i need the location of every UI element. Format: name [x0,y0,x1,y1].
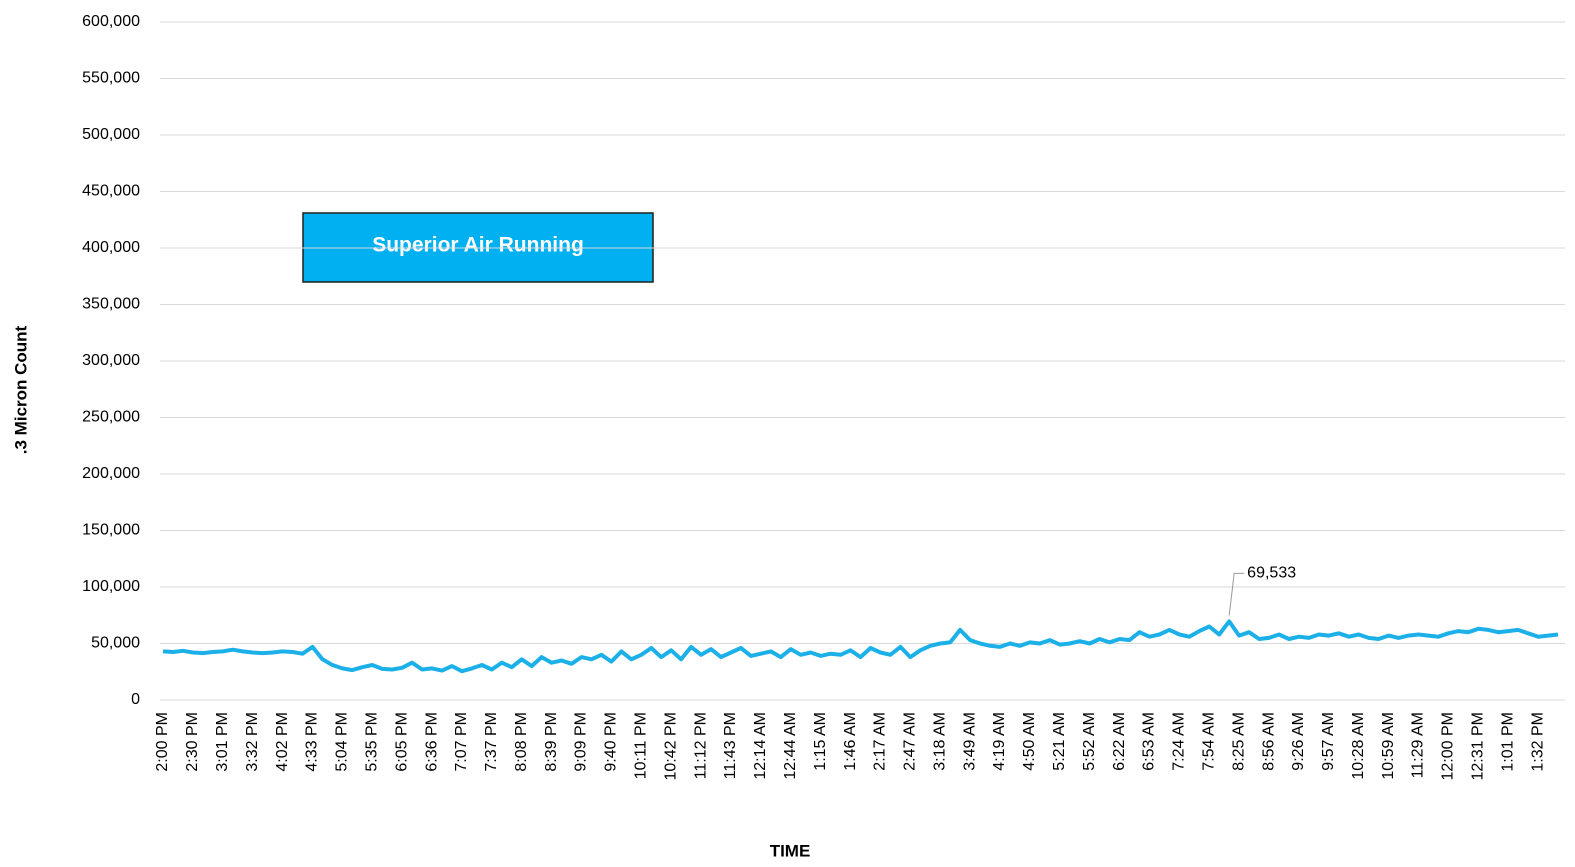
x-tick-label: 8:08 PM [513,712,530,772]
x-tick-label: 11:12 PM [692,712,709,779]
y-tick-label: 200,000 [82,465,140,482]
x-tick-label: 7:54 AM [1200,712,1217,771]
x-tick-label: 3:01 PM [214,712,231,772]
x-tick-label: 4:33 PM [304,712,321,772]
x-tick-label: 5:52 AM [1081,712,1098,771]
x-tick-label: 7:37 PM [483,712,500,772]
x-tick-label: 9:26 AM [1290,712,1307,771]
y-tick-label: 100,000 [82,578,140,595]
x-tick-label: 11:29 AM [1410,712,1427,778]
x-tick-label: 5:04 PM [334,712,351,772]
x-tick-label: 8:39 PM [543,712,560,772]
x-tick-label: 4:19 AM [991,712,1008,771]
x-tick-label: 2:30 PM [184,712,201,772]
y-tick-label: 600,000 [82,13,140,30]
x-tick-label: 12:31 PM [1470,712,1487,780]
x-tick-label: 2:17 AM [872,712,889,771]
label-leader [1228,572,1245,616]
x-tick-label: 7:24 AM [1171,712,1188,771]
y-tick-label: 550,000 [82,70,140,87]
x-tick-label: 11:43 PM [722,712,739,779]
x-tick-label: 3:49 AM [961,712,978,771]
x-tick-label: 8:56 AM [1260,712,1277,771]
x-tick-label: 6:36 PM [423,712,440,772]
x-tick-label: 6:22 AM [1111,712,1128,771]
annotation-text: Superior Air Running [372,234,584,257]
x-tick-label: 9:09 PM [573,712,590,772]
x-tick-label: 5:21 AM [1051,712,1068,771]
x-tick-label: 3:18 AM [931,712,948,771]
x-tick-label: 3:32 PM [244,712,261,772]
y-tick-label: 250,000 [82,409,140,426]
x-tick-label: 10:28 AM [1350,712,1367,780]
y-tick-label: 500,000 [82,126,140,143]
x-tick-label: 1:01 PM [1499,712,1516,772]
y-tick-label: 300,000 [82,352,140,369]
x-tick-label: 6:05 PM [393,712,410,772]
x-tick-label: 9:57 AM [1320,712,1337,771]
x-tick-label: 10:59 AM [1380,712,1397,780]
x-tick-label: 2:47 AM [902,712,919,771]
y-tick-label: 450,000 [82,183,140,200]
x-tick-label: 6:53 AM [1141,712,1158,771]
x-tick-label: 12:00 PM [1440,712,1457,780]
x-tick-label: 12:14 AM [752,712,769,780]
x-tick-label: 12:44 AM [782,712,799,780]
y-tick-label: 400,000 [82,239,140,256]
y-axis-label: .3 Micron Count [11,325,30,454]
y-tick-label: 150,000 [82,522,140,539]
y-tick-label: 50,000 [91,635,140,652]
x-axis-label: TIME [770,841,811,860]
x-tick-label: 4:50 AM [1021,712,1038,771]
x-tick-label: 10:42 PM [662,712,679,780]
x-tick-label: 10:11 PM [633,712,650,779]
y-tick-label: 0 [131,691,140,708]
x-tick-label: 1:46 AM [842,712,859,771]
x-tick-label: 5:35 PM [363,712,380,772]
x-tick-label: 4:02 PM [274,712,291,772]
x-tick-label: 8:25 AM [1230,712,1247,771]
data-label: 69,533 [1247,565,1296,582]
x-tick-label: 1:15 AM [812,712,829,771]
x-tick-label: 7:07 PM [453,712,470,772]
x-tick-label: 1:32 PM [1529,712,1546,772]
data-line [162,619,1559,674]
x-tick-label: 2:00 PM [154,712,171,772]
y-tick-label: 350,000 [82,296,140,313]
x-tick-label: 9:40 PM [603,712,620,772]
